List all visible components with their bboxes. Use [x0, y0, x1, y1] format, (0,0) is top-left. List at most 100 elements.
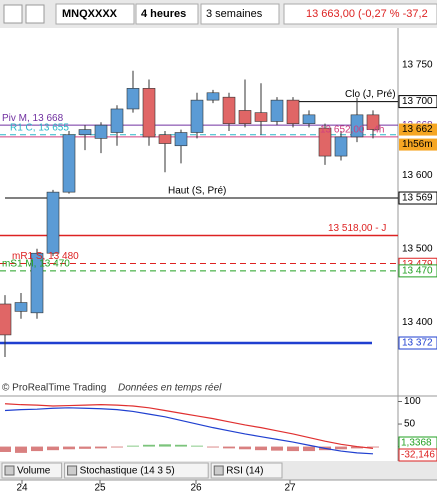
- indicator-bar: [31, 446, 43, 452]
- candle-body: [174, 132, 188, 147]
- indicator-bar: [15, 446, 27, 453]
- candle-body: [302, 114, 316, 124]
- tab[interactable]: [1, 462, 63, 479]
- candle-body: [0, 303, 12, 336]
- indicator-bar: [239, 446, 251, 450]
- indicator-bar: [191, 445, 203, 447]
- tab-label: RSI (14): [226, 466, 263, 477]
- indicator-tick-label: 50: [404, 419, 416, 430]
- indicator-bar: [127, 445, 139, 447]
- candle-body: [366, 114, 380, 130]
- chart-type-button[interactable]: [3, 4, 23, 24]
- level-label: R1 C, 13 655: [10, 122, 69, 133]
- price-box: [398, 264, 437, 278]
- candle-body: [286, 99, 300, 124]
- price-label: 13 400: [402, 317, 433, 328]
- tab-icon: [4, 465, 15, 476]
- candle-body: [142, 88, 156, 138]
- indicator-tick-label: 100: [404, 396, 421, 407]
- candle-body: [318, 127, 332, 157]
- candle-body: [190, 99, 204, 133]
- price-label: 13 500: [402, 243, 433, 254]
- candle-body: [350, 114, 364, 138]
- level-label: mS1 M, 13 470: [2, 259, 70, 270]
- indicator-bar: [367, 446, 379, 448]
- realtime: Données en temps réel: [118, 383, 222, 394]
- candle-body: [334, 136, 348, 157]
- indicator-bar: [207, 446, 219, 448]
- candle-body: [46, 191, 60, 254]
- indicator-bar: [0, 446, 11, 452]
- indicator-bar: [111, 446, 123, 448]
- x-tick-label: 25: [94, 483, 106, 493]
- quote-box: [283, 3, 437, 25]
- indicator-bar: [79, 446, 91, 449]
- indicator-bar: [47, 446, 59, 451]
- bar-icon[interactable]: [25, 4, 45, 24]
- candle-body: [238, 110, 252, 124]
- indicator-bar: [255, 446, 267, 451]
- interval: 4 heures: [141, 8, 186, 20]
- candle-body: [254, 112, 268, 122]
- tab-label: Stochastique (14 3 5): [80, 466, 175, 477]
- tab-label: Volume: [17, 466, 51, 477]
- candle-body: [94, 124, 108, 139]
- candle-body: [206, 92, 220, 101]
- price-label: 13 372: [402, 338, 433, 349]
- price-box: [398, 336, 437, 350]
- indicator-bar: [271, 446, 283, 451]
- level-label: Haut (S, Pré): [168, 186, 226, 197]
- indicator-bar: [335, 446, 347, 450]
- level-label: Clo (J, Pré): [345, 89, 396, 100]
- x-tick-label: 24: [16, 483, 28, 493]
- candle-body: [158, 134, 172, 144]
- price-label: 13 700: [402, 96, 433, 107]
- candle-body: [30, 252, 44, 314]
- candle-body: [270, 99, 284, 122]
- indicator-value: 1,3368: [401, 438, 432, 449]
- credit: © ProRealTime Trading: [2, 383, 106, 394]
- indicator-bar: [159, 444, 171, 447]
- candle-body: [222, 96, 236, 124]
- indicator-value: -32,146: [401, 450, 435, 461]
- indicator-bar: [95, 446, 107, 449]
- candle-body: [14, 302, 28, 312]
- level-label: 13 518,00 - J: [328, 223, 386, 234]
- countdown: 1h56m: [402, 139, 433, 150]
- indicator-line: [4, 403, 374, 449]
- level-label: mR1 S, 13 480: [12, 251, 79, 262]
- tab[interactable]: [64, 462, 209, 479]
- tab-icon: [213, 465, 224, 476]
- price-box: [398, 95, 437, 109]
- price-box: [399, 123, 437, 136]
- x-tick-label: 27: [284, 483, 296, 493]
- level-label: Piv M, 13 668: [2, 113, 64, 124]
- price-label: 13 662: [402, 124, 433, 135]
- indicator-bar: [223, 446, 235, 449]
- indicator-bar: [303, 446, 315, 452]
- symbol-box[interactable]: [55, 3, 135, 25]
- interval-box[interactable]: [135, 3, 199, 25]
- candle-body: [62, 134, 76, 193]
- candle-body: [126, 88, 140, 110]
- indicator-bar: [143, 444, 155, 447]
- price-box: [398, 191, 437, 205]
- countdown-box: [399, 138, 437, 151]
- tab-icon: [67, 465, 78, 476]
- quote: 13 663,00 (-0,27 % -37,2: [306, 8, 428, 20]
- indicator-box: [398, 448, 437, 462]
- price-label: 13 750: [402, 59, 433, 70]
- range: 3 semaines: [206, 8, 263, 20]
- candle-body: [78, 129, 92, 136]
- x-tick-label: 26: [190, 483, 202, 493]
- candle-body: [110, 108, 124, 133]
- indicator-line: [4, 407, 374, 455]
- price-label: 13 470: [402, 266, 433, 277]
- range-box[interactable]: [200, 3, 280, 25]
- price-label: 13 600: [402, 170, 433, 181]
- symbol: MNQXXXX: [62, 8, 118, 20]
- level-label: 13 652,00 - 4h: [320, 125, 385, 136]
- tab[interactable]: [210, 462, 283, 479]
